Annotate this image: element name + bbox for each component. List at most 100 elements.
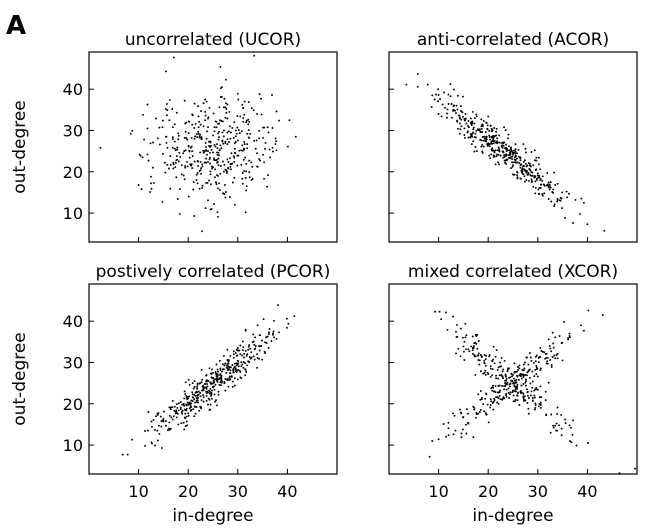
scatter-point: [529, 382, 532, 385]
scatter-point: [582, 329, 585, 332]
scatter-point: [221, 363, 224, 366]
scatter-point: [234, 141, 237, 143]
scatter-point: [242, 366, 245, 369]
scatter-point: [533, 375, 536, 378]
scatter-point: [177, 402, 180, 405]
scatter-point: [214, 400, 216, 403]
scatter-point: [489, 398, 492, 401]
scatter-point: [504, 385, 507, 387]
scatter-point: [225, 108, 228, 110]
scatter-point: [430, 105, 433, 108]
scatter-point: [193, 127, 196, 129]
scatter-point: [478, 411, 481, 413]
scatter-point: [488, 134, 491, 137]
scatter-point: [221, 131, 224, 134]
scatter-point: [473, 122, 476, 125]
scatter-point: [172, 161, 175, 164]
scatter-point: [493, 362, 496, 365]
scatter-point: [453, 414, 456, 417]
scatter-point: [228, 125, 231, 128]
scatter-point: [262, 126, 265, 129]
scatter-point: [486, 371, 489, 374]
scatter-point: [503, 388, 506, 391]
scatter-point: [233, 366, 236, 369]
scatter-point: [509, 385, 511, 388]
scatter-point: [248, 159, 251, 162]
scatter-point: [202, 125, 205, 128]
scatter-point: [146, 153, 149, 156]
scatter-point: [518, 155, 520, 158]
scatter-point: [507, 133, 510, 136]
scatter-point: [174, 412, 177, 415]
scatter-point: [285, 317, 288, 320]
scatter-point: [478, 363, 481, 366]
scatter-point: [522, 373, 525, 376]
scatter-point: [405, 83, 408, 86]
scatter-point: [494, 355, 497, 358]
scatter-point: [553, 203, 556, 206]
scatter-point: [201, 378, 204, 381]
scatter-point: [552, 426, 555, 429]
scatter-point: [198, 187, 201, 190]
scatter-point: [463, 340, 466, 343]
scatter-point: [469, 136, 472, 139]
scatter-point: [539, 179, 542, 181]
scatter-point: [513, 151, 516, 154]
scatter-point: [224, 106, 227, 109]
scatter-point: [488, 145, 491, 148]
scatter-point: [244, 374, 247, 377]
scatter-point: [175, 416, 178, 419]
scatter-point: [210, 376, 213, 379]
scatter-point: [198, 409, 201, 412]
scatter-point: [233, 377, 236, 380]
scatter-point: [480, 398, 483, 401]
scatter-point: [518, 364, 521, 367]
scatter-point: [483, 354, 486, 356]
scatter-point: [517, 392, 519, 394]
scatter-point: [183, 390, 186, 393]
scatter-point: [228, 376, 231, 379]
scatter-point: [178, 188, 181, 191]
scatter-point: [532, 164, 535, 167]
scatter-point: [479, 370, 482, 373]
scatter-point: [201, 389, 204, 392]
scatter-point: [459, 109, 462, 112]
scatter-point: [463, 134, 466, 136]
x-tick-label: 10: [428, 482, 448, 501]
scatter-point: [162, 410, 165, 413]
scatter-point: [180, 422, 183, 425]
scatter-point: [206, 130, 208, 133]
scatter-point: [229, 354, 232, 357]
scatter-point: [223, 184, 226, 186]
scatter-point: [252, 355, 255, 358]
scatter-point: [214, 145, 217, 148]
scatter-point: [161, 200, 164, 203]
scatter-point: [552, 342, 555, 345]
scatter-point: [249, 347, 252, 350]
scatter-point: [492, 408, 495, 411]
scatter-point: [473, 354, 476, 356]
scatter-point: [458, 114, 461, 117]
scatter-point: [187, 378, 190, 381]
scatter-point: [229, 137, 232, 140]
scatter-point: [212, 134, 214, 137]
scatter-point: [244, 211, 247, 214]
scatter-point: [489, 406, 492, 409]
scatter-point: [209, 390, 211, 393]
scatter-point: [172, 56, 175, 59]
scatter-point: [240, 377, 243, 380]
scatter-point: [496, 149, 499, 152]
scatter-point: [516, 174, 518, 177]
scatter-point: [518, 404, 521, 406]
scatter-point: [504, 159, 507, 162]
scatter-point: [169, 408, 172, 411]
scatter-point: [209, 140, 212, 143]
scatter-point: [560, 342, 563, 345]
scatter-point: [241, 354, 244, 357]
scatter-point: [509, 393, 511, 396]
scatter-point: [512, 173, 514, 176]
scatter-point: [514, 386, 517, 389]
scatter-point: [188, 149, 191, 152]
scatter-point: [224, 191, 227, 193]
scatter-point: [235, 364, 238, 367]
